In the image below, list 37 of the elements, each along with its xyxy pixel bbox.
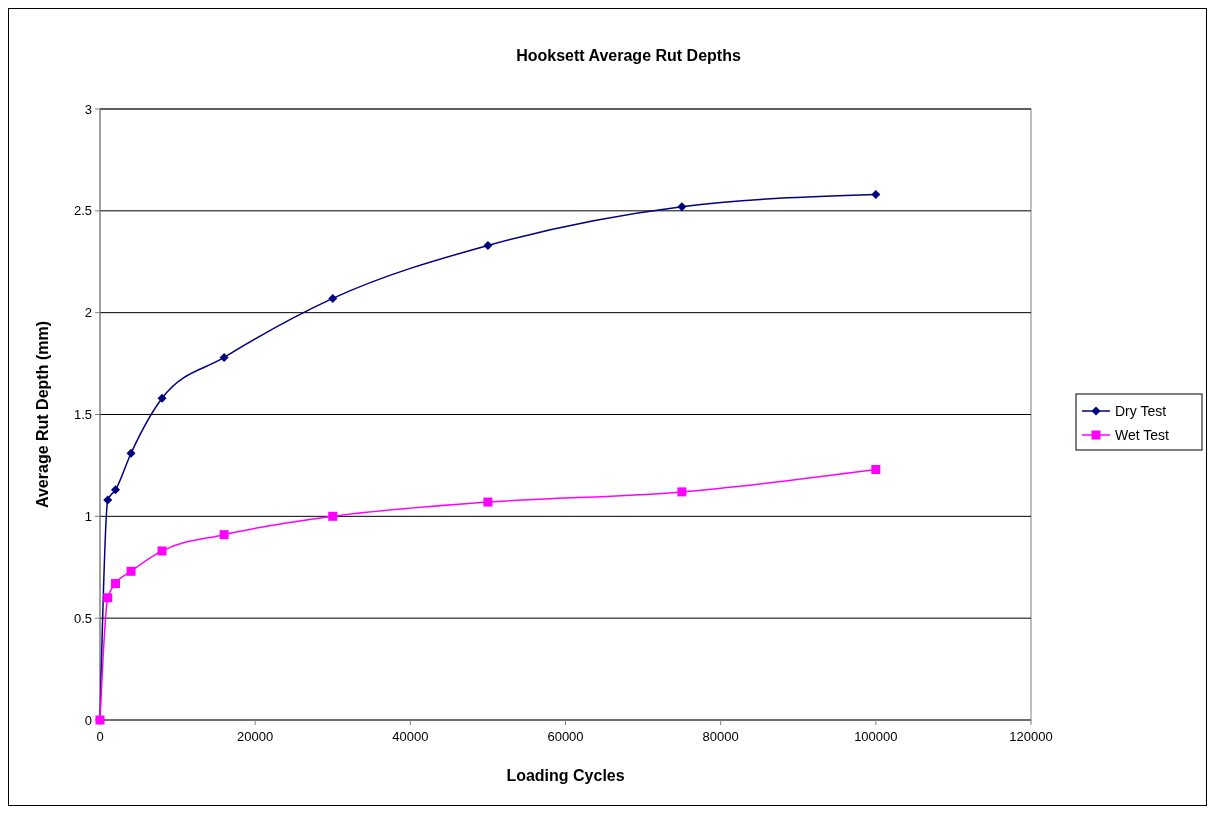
point (871, 190, 881, 200)
point (219, 530, 229, 540)
point (219, 352, 229, 362)
y-tick-label: 0 (84, 712, 92, 728)
y-tick-label: 0.5 (73, 610, 92, 626)
y-tick-label: 1.5 (73, 407, 92, 423)
point (126, 566, 136, 576)
legend-label: Dry Test (1115, 402, 1167, 419)
point (103, 593, 113, 603)
point (328, 511, 338, 521)
point (483, 240, 493, 250)
x-tick-label: 60000 (547, 729, 584, 744)
point (103, 495, 113, 505)
point (157, 393, 167, 403)
point (157, 546, 167, 556)
x-tick-label: 40000 (392, 729, 429, 744)
x-tick-label: 0 (96, 729, 104, 744)
y-tick-label: 2 (84, 305, 92, 321)
point (126, 448, 136, 458)
point (677, 487, 687, 497)
point (677, 202, 687, 212)
y-tick-label: 2.5 (73, 203, 92, 219)
x-axis-title: Loading Cycles (506, 767, 625, 784)
point (111, 579, 121, 589)
x-tick-label: 20000 (237, 729, 274, 744)
point (111, 485, 121, 495)
point (871, 464, 881, 474)
y-tick-label: 1 (84, 508, 92, 524)
x-tick-label: 80000 (702, 729, 739, 744)
point (483, 497, 493, 507)
y-axis-title: Average Rut Depth (mm) (34, 321, 51, 508)
y-tick-label: 3 (84, 101, 92, 117)
x-tick-label: 100000 (854, 729, 898, 744)
x-tick-label: 120000 (1009, 729, 1053, 744)
point (328, 293, 338, 303)
chart-title: Hooksett Average Rut Depths (516, 47, 741, 64)
legend-label: Wet Test (1115, 426, 1170, 443)
